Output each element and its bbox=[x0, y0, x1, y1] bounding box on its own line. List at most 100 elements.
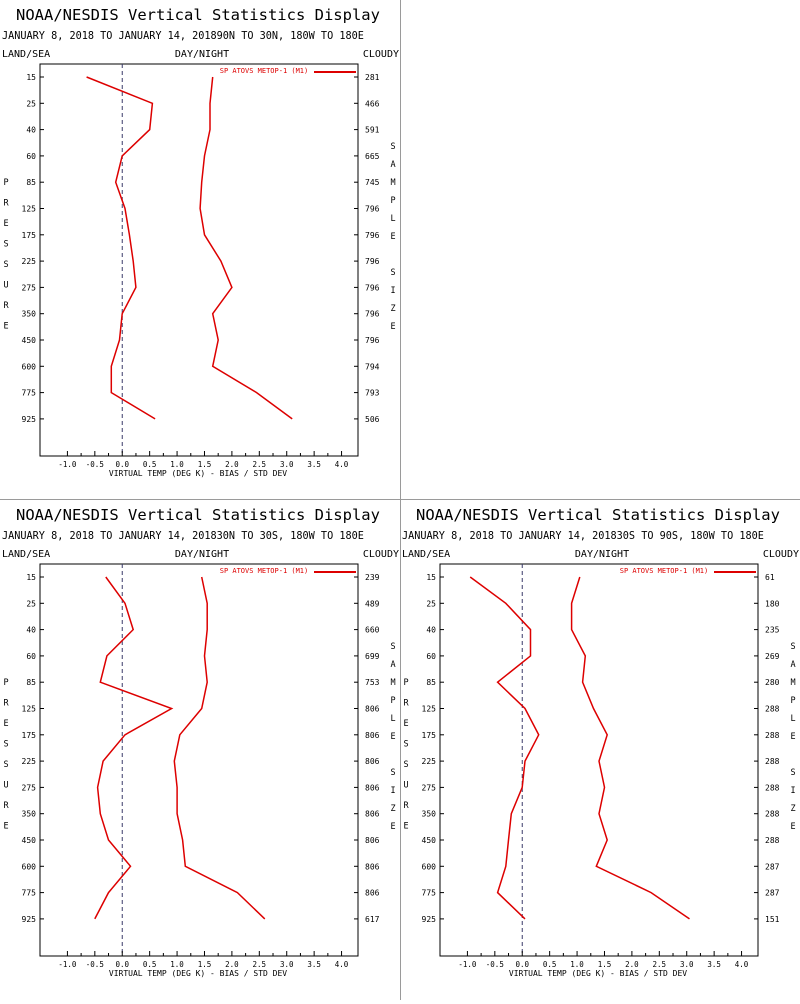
pressure-tick-label: 350 bbox=[22, 310, 37, 319]
sample-size-label: 288 bbox=[765, 783, 780, 792]
sample-size-label: 660 bbox=[365, 626, 380, 635]
y-axis-label-letter: E bbox=[403, 822, 408, 832]
sample-size-label: 796 bbox=[365, 257, 380, 266]
day-night-label: DAY/NIGHT bbox=[575, 549, 629, 560]
x-tick-label: -0.5 bbox=[86, 460, 104, 469]
x-tick-label: 2.5 bbox=[653, 960, 667, 969]
x-tick-label: -1.0 bbox=[58, 460, 77, 469]
sample-size-label: 806 bbox=[365, 862, 380, 871]
sample-size-label: 617 bbox=[365, 915, 380, 924]
sample-size-label: 806 bbox=[365, 757, 380, 766]
y-axis-label-letter: R bbox=[3, 699, 9, 709]
y-axis-label-letter: E bbox=[3, 822, 8, 832]
pressure-tick-label: 40 bbox=[26, 126, 36, 135]
land-sea-label: LAND/SEA bbox=[402, 549, 450, 560]
x-tick-label: 3.5 bbox=[307, 460, 321, 469]
sample-size-label: 466 bbox=[365, 99, 380, 108]
sample-size-label: 239 bbox=[365, 573, 380, 582]
pressure-tick-label: 25 bbox=[426, 599, 436, 608]
sample-size-label: 180 bbox=[765, 599, 780, 608]
sample-size-label: 506 bbox=[365, 415, 380, 424]
y-axis-label-letter: S bbox=[3, 740, 8, 750]
y2-axis-label-letter: E bbox=[390, 732, 395, 742]
bias-series-line bbox=[86, 76, 156, 420]
pressure-tick-label: 25 bbox=[26, 599, 36, 608]
sample-size-label: 288 bbox=[765, 810, 780, 819]
sample-size-label: 287 bbox=[765, 889, 780, 898]
sample-size-label: 151 bbox=[765, 915, 780, 924]
y-axis-label-letter: E bbox=[403, 719, 408, 729]
pressure-tick-label: 60 bbox=[426, 652, 436, 661]
y-axis-label-letter: E bbox=[3, 219, 8, 229]
x-axis-label: VIRTUAL TEMP (DEG K) - BIAS / STD DEV bbox=[109, 469, 287, 478]
sample-size-label: 269 bbox=[765, 652, 780, 661]
pressure-tick-label: 350 bbox=[422, 810, 437, 819]
bias-series-line bbox=[94, 576, 174, 920]
pressure-tick-label: 125 bbox=[22, 205, 37, 214]
pressure-tick-label: 85 bbox=[426, 678, 436, 687]
y2-axis-label-letter: S bbox=[390, 642, 395, 652]
x-tick-label: -1.0 bbox=[58, 960, 77, 969]
cloudy-label: CLOUDY bbox=[363, 549, 399, 560]
x-tick-label: 3.0 bbox=[280, 960, 294, 969]
land-sea-label: LAND/SEA bbox=[2, 549, 50, 560]
y-axis-label-letter: S bbox=[3, 240, 8, 250]
y2-axis-label-letter: E bbox=[390, 232, 395, 242]
y-axis-label-letter: R bbox=[3, 301, 9, 311]
y2-axis-label-letter: S bbox=[390, 268, 395, 278]
sample-size-label: 281 bbox=[365, 73, 380, 82]
x-tick-label: 0.5 bbox=[143, 460, 157, 469]
y2-axis-label-letter: E bbox=[390, 822, 395, 832]
x-tick-label: 3.0 bbox=[680, 960, 694, 969]
y-axis-label-letter: E bbox=[3, 719, 8, 729]
x-tick-label: 1.5 bbox=[598, 960, 612, 969]
x-tick-label: -1.0 bbox=[458, 960, 477, 969]
pressure-tick-label: 925 bbox=[22, 915, 37, 924]
x-tick-label: 1.5 bbox=[198, 460, 212, 469]
y2-axis-label-letter: S bbox=[390, 768, 395, 778]
pressure-tick-label: 450 bbox=[22, 336, 37, 345]
y-axis-label-letter: S bbox=[3, 260, 8, 270]
pressure-tick-label: 925 bbox=[422, 915, 437, 924]
legend-label: SP ATOVS METOP-1 (M1) bbox=[620, 567, 709, 575]
x-tick-label: 2.5 bbox=[253, 960, 267, 969]
y-axis-label-letter: E bbox=[3, 322, 8, 332]
x-tick-label: 0.5 bbox=[143, 960, 157, 969]
y-axis-label-letter: P bbox=[3, 178, 8, 188]
pressure-tick-label: 15 bbox=[26, 73, 36, 82]
y2-axis-label-letter: S bbox=[790, 768, 795, 778]
sample-size-label: 288 bbox=[765, 757, 780, 766]
y2-axis-label-letter: Z bbox=[790, 804, 795, 814]
sample-size-label: 806 bbox=[365, 889, 380, 898]
y-axis-label-letter: U bbox=[403, 781, 408, 791]
pressure-tick-label: 275 bbox=[22, 783, 37, 792]
y-axis-label-letter: S bbox=[403, 740, 408, 750]
x-tick-label: 1.0 bbox=[170, 960, 184, 969]
sample-size-label: 806 bbox=[365, 705, 380, 714]
pressure-tick-label: 450 bbox=[422, 836, 437, 845]
sample-size-label: 489 bbox=[365, 599, 380, 608]
sample-size-label: 591 bbox=[365, 126, 380, 135]
x-tick-label: 0.0 bbox=[115, 460, 129, 469]
legend-label: SP ATOVS METOP-1 (M1) bbox=[220, 567, 309, 575]
sample-size-label: 699 bbox=[365, 652, 380, 661]
sample-size-label: 796 bbox=[365, 231, 380, 240]
pressure-tick-label: 175 bbox=[22, 231, 37, 240]
x-tick-label: 3.5 bbox=[707, 960, 721, 969]
sample-size-label: 806 bbox=[365, 810, 380, 819]
sample-size-label: 665 bbox=[365, 152, 380, 161]
sample-size-label: 288 bbox=[765, 836, 780, 845]
x-axis-label: VIRTUAL TEMP (DEG K) - BIAS / STD DEV bbox=[509, 969, 687, 978]
x-tick-label: 2.0 bbox=[225, 460, 239, 469]
y2-axis-label-letter: I bbox=[390, 786, 395, 796]
sample-size-label: 806 bbox=[365, 783, 380, 792]
chart-subtitle: JANUARY 8, 2018 TO JANUARY 14, 201830N T… bbox=[2, 531, 364, 542]
std-dev-series-line bbox=[173, 576, 266, 920]
pressure-tick-label: 40 bbox=[426, 626, 436, 635]
pressure-tick-label: 125 bbox=[22, 705, 37, 714]
chart-svg: NOAA/NESDIS Vertical Statistics Display J… bbox=[2, 6, 399, 478]
pressure-tick-label: 275 bbox=[22, 283, 37, 292]
pressure-tick-label: 40 bbox=[26, 626, 36, 635]
pressure-tick-label: 225 bbox=[22, 757, 37, 766]
y-axis-label-letter: P bbox=[403, 678, 408, 688]
